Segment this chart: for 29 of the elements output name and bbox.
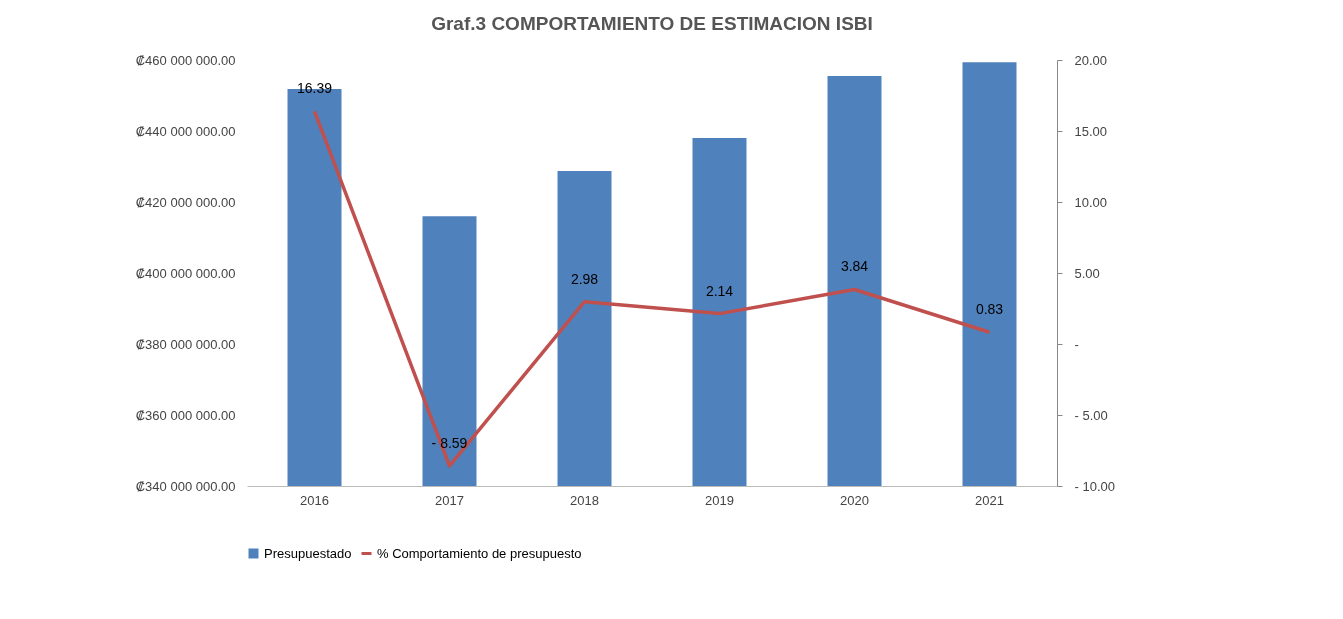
- y-tick-label: ₡380 000 000.00: [135, 336, 236, 352]
- y2-tick-label: 20.00: [1074, 52, 1108, 68]
- x-tick-label: 2017: [435, 492, 464, 508]
- y-tick-label: ₡460 000 000.00: [135, 52, 236, 68]
- y-tick-label: ₡420 000 000.00: [135, 194, 236, 210]
- y-tick-label: ₡440 000 000.00: [135, 123, 236, 139]
- legend-label: % Comportamiento de presupuesto: [377, 545, 582, 561]
- y-tick-label: ₡340 000 000.00: [135, 478, 236, 494]
- chart-title: Graf.3 COMPORTAMIENTO DE ESTIMACION ISBI: [431, 13, 873, 34]
- data-label: 3.84: [840, 258, 869, 275]
- x-tick-label: 2019: [705, 492, 734, 508]
- x-tick-label: 2021: [975, 492, 1004, 508]
- data-label: 2.98: [570, 270, 599, 287]
- x-tick-label: 2018: [570, 492, 599, 508]
- y2-tick-label: 15.00: [1074, 123, 1108, 139]
- data-label: - 8.59: [431, 434, 468, 451]
- y2-tick-label: - 10.00: [1074, 478, 1115, 494]
- y-tick-label: ₡400 000 000.00: [135, 265, 236, 281]
- y2-tick-label: -: [1074, 336, 1079, 352]
- x-tick-label: 2020: [840, 492, 869, 508]
- y2-tick-label: 10.00: [1074, 194, 1108, 210]
- data-label: 2.14: [705, 282, 734, 299]
- data-label: 16.39: [296, 80, 333, 97]
- y2-tick-label: - 5.00: [1074, 407, 1108, 423]
- y2-tick-label: 5.00: [1074, 265, 1100, 281]
- x-tick-label: 2016: [300, 492, 329, 508]
- data-label: 0.83: [975, 301, 1004, 318]
- y-tick-label: ₡360 000 000.00: [135, 407, 236, 423]
- legend-label: Presupuestado: [264, 545, 352, 561]
